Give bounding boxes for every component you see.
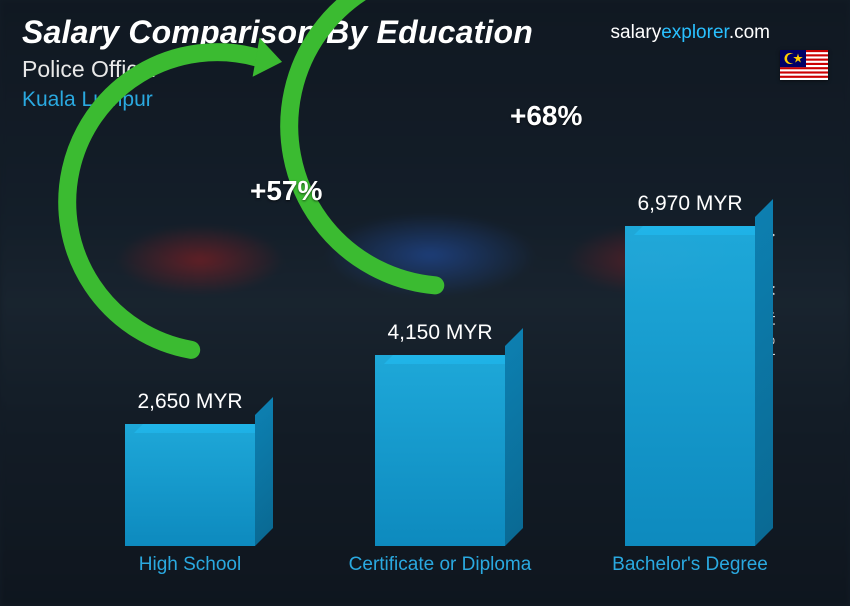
bar-group: 4,150 MYRCertificate or Diploma	[330, 321, 550, 546]
brand-logo: salaryexplorer.com	[611, 22, 770, 44]
bar	[125, 424, 255, 546]
bar-label: Bachelor's Degree	[580, 554, 800, 577]
brand-accent: explorer	[661, 22, 729, 43]
bar-side-face	[505, 328, 523, 546]
page-title: Salary Comparison By Education	[22, 14, 533, 51]
bar-chart: 2,650 MYRHigh School4,150 MYRCertificate…	[40, 146, 800, 546]
bar-side-face	[255, 397, 273, 546]
brand-prefix: salary	[611, 22, 662, 43]
bar-label: Certificate or Diploma	[330, 554, 550, 577]
bar-side-face	[755, 199, 773, 546]
bar-value: 4,150 MYR	[387, 321, 492, 345]
increase-percent: +57%	[250, 175, 322, 207]
brand-suffix: .com	[729, 22, 770, 43]
increase-percent: +68%	[510, 100, 582, 132]
job-title: Police Officer	[22, 56, 158, 83]
content-layer: Salary Comparison By Education Police Of…	[0, 0, 850, 606]
country-flag-icon	[780, 50, 828, 80]
location-label: Kuala Lumpur	[22, 88, 153, 112]
bar-front-face	[625, 226, 755, 546]
bar-group: 6,970 MYRBachelor's Degree	[580, 192, 800, 546]
bar-group: 2,650 MYRHigh School	[80, 390, 300, 546]
bar-front-face	[125, 424, 255, 546]
bar-value: 2,650 MYR	[137, 390, 242, 414]
bar	[375, 355, 505, 546]
bar-value: 6,970 MYR	[637, 192, 742, 216]
bar-label: High School	[80, 554, 300, 577]
bar	[625, 226, 755, 546]
bar-front-face	[375, 355, 505, 546]
